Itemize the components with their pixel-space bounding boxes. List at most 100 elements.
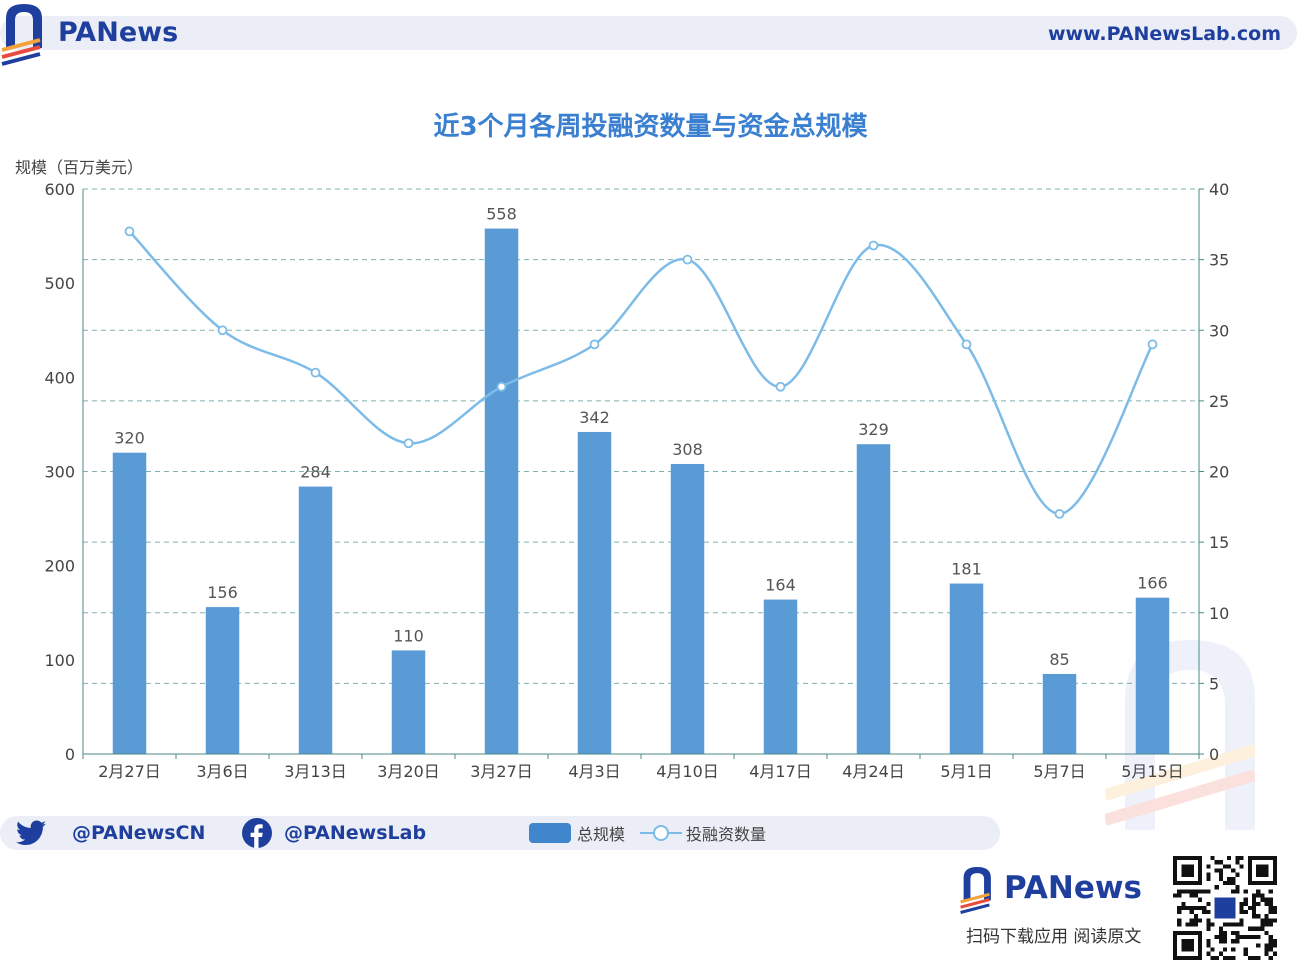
x-tick-label: 3月27日 [470,762,533,781]
line-point[interactable] [961,339,972,350]
y-tick-label-right: 0 [1209,745,1219,764]
chart-grid [83,188,1199,684]
y-tick-label-right: 5 [1209,674,1219,693]
bar[interactable] [205,607,240,754]
brand-name: PANews [58,17,178,48]
line-point[interactable] [775,381,786,392]
legend-label-line: 投融资数量 [686,825,767,844]
bar-value-label: 166 [1137,574,1168,593]
line-point[interactable] [403,438,414,449]
line-point[interactable] [496,381,507,392]
bar[interactable] [112,452,147,754]
x-tick-label: 5月15日 [1121,762,1184,781]
y-tick-label-left: 400 [44,368,75,387]
legend-label-bar: 总规模 [577,825,626,844]
legend-item-deal-count[interactable]: 投融资数量 [640,816,766,850]
bar-value-label: 558 [486,205,517,224]
y-tick-label-right: 30 [1209,321,1229,340]
legend-swatch-line [640,825,682,841]
line-point[interactable] [1054,508,1065,519]
line-point[interactable] [868,240,879,251]
x-tick-label: 5月1日 [940,762,992,781]
bar-value-label: 85 [1049,650,1069,669]
bar-value-label: 110 [393,626,424,645]
line-point[interactable] [310,367,321,378]
x-tick-label: 3月20日 [377,762,440,781]
y-tick-label-left: 600 [44,180,75,199]
y-tick-label-right: 35 [1209,251,1229,270]
bar-value-label: 156 [207,583,238,602]
bar-value-label: 329 [858,420,889,439]
header-bar [0,16,1297,50]
line-point[interactable] [1147,339,1158,350]
y-tick-label-right: 25 [1209,392,1229,411]
footer-logo-icon [960,867,991,914]
bar-value-label: 342 [579,408,610,427]
facebook-link[interactable]: @PANewsLab [242,816,426,850]
footer-bar: @PANewsCN @PANewsLab 总规模 投融资数量 [0,816,1000,850]
y-tick-label-right: 20 [1209,463,1229,482]
bar-series [112,228,1170,755]
panews-logo-icon [1,4,42,66]
chart-title: 近3个月各周投融资数量与资金总规模 [433,112,868,142]
x-tick-label: 5月7日 [1033,762,1085,781]
qr-code-icon[interactable] [1173,856,1277,960]
twitter-handle: @PANewsCN [72,822,206,844]
x-tick-label: 4月24日 [842,762,905,781]
bar[interactable] [949,583,984,754]
y-tick-label-right: 15 [1209,533,1229,552]
y-tick-label-left: 100 [44,651,75,670]
y-tick-label-left: 300 [44,463,75,482]
x-tick-label: 3月6日 [196,762,248,781]
bar-value-label: 308 [672,440,703,459]
line-point[interactable] [124,226,135,237]
footer-slogan: 扫码下载应用 阅读原文 [966,927,1142,947]
legend-item-total-size[interactable]: 总规模 [529,816,625,850]
chart-axes [82,188,1204,759]
y-axis-left-labels: 0 100 200 300 400 500 600 [44,180,75,764]
site-url[interactable]: www.PANewsLab.com [1047,23,1281,45]
footer-brand-pa: PA [1004,870,1048,906]
bar[interactable] [1135,597,1170,754]
x-axis-labels: 2月27日 3月6日 3月13日 3月20日 3月27日 4月3日 4月10日 4月17日 4月… [98,762,1184,781]
x-tick-label: 4月10日 [656,762,719,781]
footer-brand-news: News [1047,870,1142,906]
footer-brand-name: PANews [1004,870,1142,906]
bar[interactable] [1042,673,1077,754]
x-tick-label: 4月3日 [568,762,620,781]
line-point[interactable] [682,254,693,265]
bar-labels: 320 156 284 110 558 342 308 164 329 181 85 166 [114,205,1168,669]
y-tick-label-right: 40 [1209,180,1229,199]
legend-swatch-bar [529,823,571,843]
bar[interactable] [856,444,891,754]
bar[interactable] [577,431,612,754]
bar[interactable] [763,599,798,754]
bar[interactable] [670,463,705,754]
bar[interactable] [391,650,426,754]
brand-name-pa: PA [58,17,97,48]
bar-value-label: 181 [951,560,982,579]
facebook-handle: @PANewsLab [284,822,427,844]
y-tick-label-left: 500 [44,274,75,293]
brand-name-news: News [96,17,179,48]
line-point[interactable] [217,325,228,336]
line-series [124,226,1158,519]
facebook-icon [242,818,272,848]
y-tick-label-left: 200 [44,557,75,576]
y-tick-label-right: 10 [1209,604,1229,623]
bar[interactable] [298,486,333,754]
x-tick-label: 2月27日 [98,762,161,781]
bar[interactable] [484,228,519,755]
twitter-icon [16,820,46,845]
y-axis-right-labels: 0 5 10 15 20 25 30 35 40 [1209,180,1229,764]
line-point[interactable] [589,339,600,350]
y-axis-left-title: 规模（百万美元） [15,158,144,177]
bar-value-label: 164 [765,576,796,595]
x-tick-label: 4月17日 [749,762,812,781]
bar-value-label: 320 [114,429,145,448]
bar-value-label: 284 [300,463,331,482]
y-tick-label-left: 0 [65,745,75,764]
twitter-link[interactable]: @PANewsCN [16,816,205,850]
x-tick-label: 3月13日 [284,762,347,781]
